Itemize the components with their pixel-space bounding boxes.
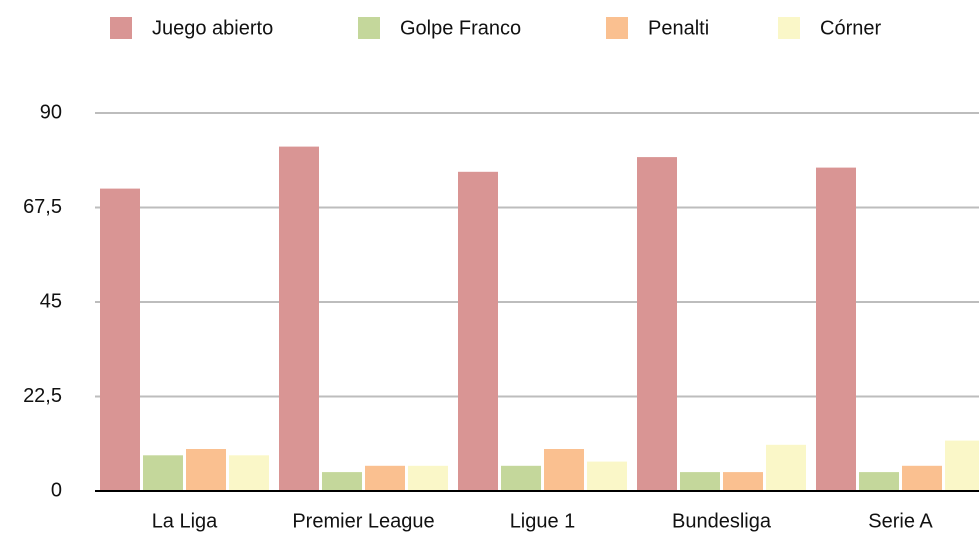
bar (544, 449, 584, 491)
bar (186, 449, 226, 491)
bar (859, 472, 899, 491)
legend-label: Juego abierto (152, 17, 273, 39)
bar (723, 472, 763, 491)
bar (816, 167, 856, 491)
bar (680, 472, 720, 491)
legend-swatch (110, 17, 132, 39)
y-tick-label: 0 (51, 479, 62, 501)
x-tick-label: Bundesliga (672, 510, 772, 532)
bar (501, 465, 541, 491)
bar (766, 444, 806, 491)
y-tick-label: 67,5 (23, 196, 62, 218)
bar (408, 465, 448, 491)
x-tick-label: Ligue 1 (510, 510, 576, 532)
bar (229, 455, 269, 491)
legend-swatch (606, 17, 628, 39)
legend-label: Golpe Franco (400, 17, 521, 39)
bar (458, 171, 498, 492)
bar (100, 188, 140, 491)
x-tick-label: La Liga (152, 510, 218, 532)
x-tick-label: Serie A (868, 510, 933, 532)
bar (587, 461, 627, 491)
bar (637, 157, 677, 491)
bar (945, 440, 979, 491)
x-tick-label: Premier League (292, 510, 434, 532)
bar (143, 455, 183, 491)
legend-swatch (358, 17, 380, 39)
legend-label: Córner (820, 17, 881, 39)
bar (365, 465, 405, 491)
y-tick-label: 45 (40, 290, 62, 312)
bar (322, 472, 362, 491)
legend-label: Penalti (648, 17, 709, 39)
legend-swatch (778, 17, 800, 39)
bar (902, 465, 942, 491)
bar (279, 146, 319, 491)
y-tick-label: 22,5 (23, 385, 62, 407)
y-tick-label: 90 (40, 101, 62, 123)
